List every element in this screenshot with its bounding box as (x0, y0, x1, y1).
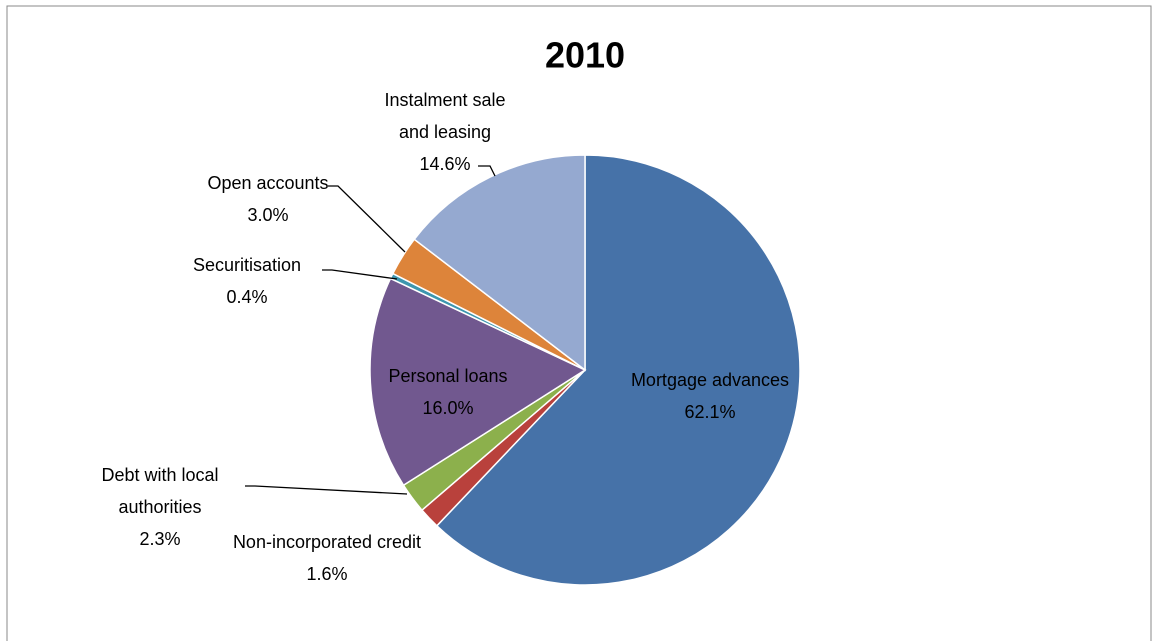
label-value: 0.4% (226, 287, 268, 307)
leader-line (478, 165, 496, 177)
label-value: 16.0% (422, 398, 474, 418)
chart-title: 2010 (545, 35, 625, 76)
label-value: 14.6% (419, 154, 471, 174)
data-label: Instalment sale and leasing 14.6% (370, 84, 520, 180)
label-name: Debt with local authorities (101, 465, 219, 517)
label-name: Non-incorporated credit (232, 532, 422, 552)
label-name: Mortgage advances (630, 370, 790, 390)
leader-line (322, 269, 398, 280)
label-value: 3.0% (247, 205, 289, 225)
data-label: Mortgage advances 62.1% (580, 364, 840, 428)
data-label: Debt with local authorities 2.3% (65, 459, 255, 555)
leader-lines (245, 165, 496, 495)
pie-slice (369, 277, 587, 487)
data-label: Securitisation 0.4% (167, 249, 327, 313)
label-name: Securitisation (192, 255, 302, 275)
pie-slice (413, 154, 586, 372)
label-name: Instalment sale and leasing (384, 90, 506, 142)
pie-slice (435, 154, 801, 586)
label-name: Personal loans (388, 366, 508, 386)
label-value: 2.3% (139, 529, 181, 549)
label-value: 1.6% (306, 564, 348, 584)
slices (369, 154, 801, 586)
leader-line (245, 485, 408, 495)
label-name: Open accounts (207, 173, 329, 193)
label-value: 62.1% (684, 402, 736, 422)
data-label: Non-incorporated credit 1.6% (227, 526, 427, 590)
data-label: Personal loans 16.0% (368, 360, 528, 424)
data-label: Open accounts 3.0% (188, 167, 348, 231)
leader-line (328, 185, 406, 253)
